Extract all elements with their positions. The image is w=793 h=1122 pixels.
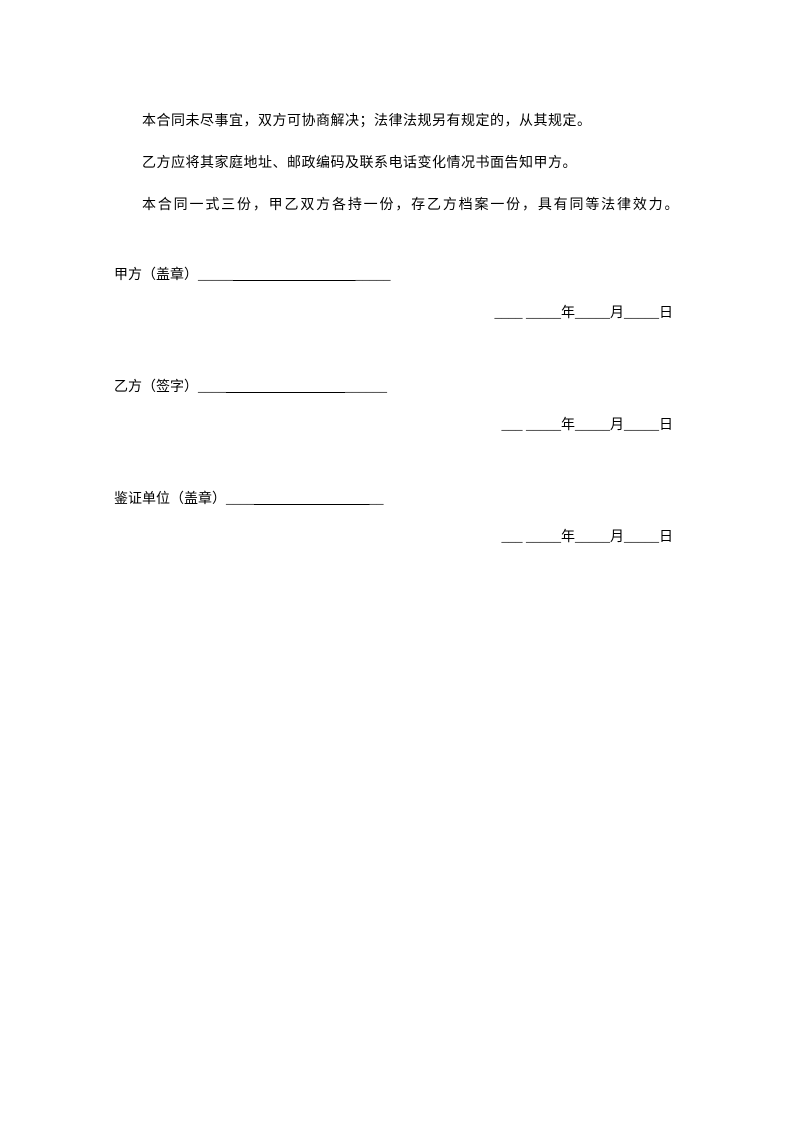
witness-signature: 鉴证单位（盖章）____ __ ___ _____年_____月_____日: [114, 486, 679, 552]
paragraph-1: 本合同未尽事宜，双方可协商解决；法律法规另有规定的，从其规定。: [114, 108, 679, 136]
party-b-label: 乙方（签字）____: [114, 380, 226, 395]
witness-tail: __: [370, 492, 384, 507]
party-a-tail: _____: [356, 268, 391, 283]
signature-section: 甲方（盖章）_____ _____ ____ _____年_____月_____…: [114, 262, 679, 552]
witness-label-line: 鉴证单位（盖章）____ __: [114, 486, 679, 514]
party-b-signature: 乙方（签字）____ ______ ___ _____年_____月_____日: [114, 374, 679, 440]
witness-date: ___ _____年_____月_____日: [114, 524, 679, 552]
party-b-blank: [226, 380, 345, 395]
contract-body: 本合同未尽事宜，双方可协商解决；法律法规另有规定的，从其规定。 乙方应将其家庭地…: [114, 108, 679, 220]
witness-blank: [254, 492, 370, 507]
party-a-signature: 甲方（盖章）_____ _____ ____ _____年_____月_____…: [114, 262, 679, 328]
party-a-label-line: 甲方（盖章）_____ _____: [114, 262, 679, 290]
witness-label: 鉴证单位（盖章）____: [114, 492, 254, 507]
party-b-tail: ______: [345, 380, 387, 395]
paragraph-2: 乙方应将其家庭地址、邮政编码及联系电话变化情况书面告知甲方。: [114, 150, 679, 178]
party-a-blank: [233, 268, 356, 283]
party-b-label-line: 乙方（签字）____ ______: [114, 374, 679, 402]
party-b-date: ___ _____年_____月_____日: [114, 412, 679, 440]
party-a-date: ____ _____年_____月_____日: [114, 300, 679, 328]
party-a-label: 甲方（盖章）_____: [114, 268, 233, 283]
paragraph-3: 本合同一式三份，甲乙双方各持一份，存乙方档案一份，具有同等法律效力。: [114, 192, 679, 220]
